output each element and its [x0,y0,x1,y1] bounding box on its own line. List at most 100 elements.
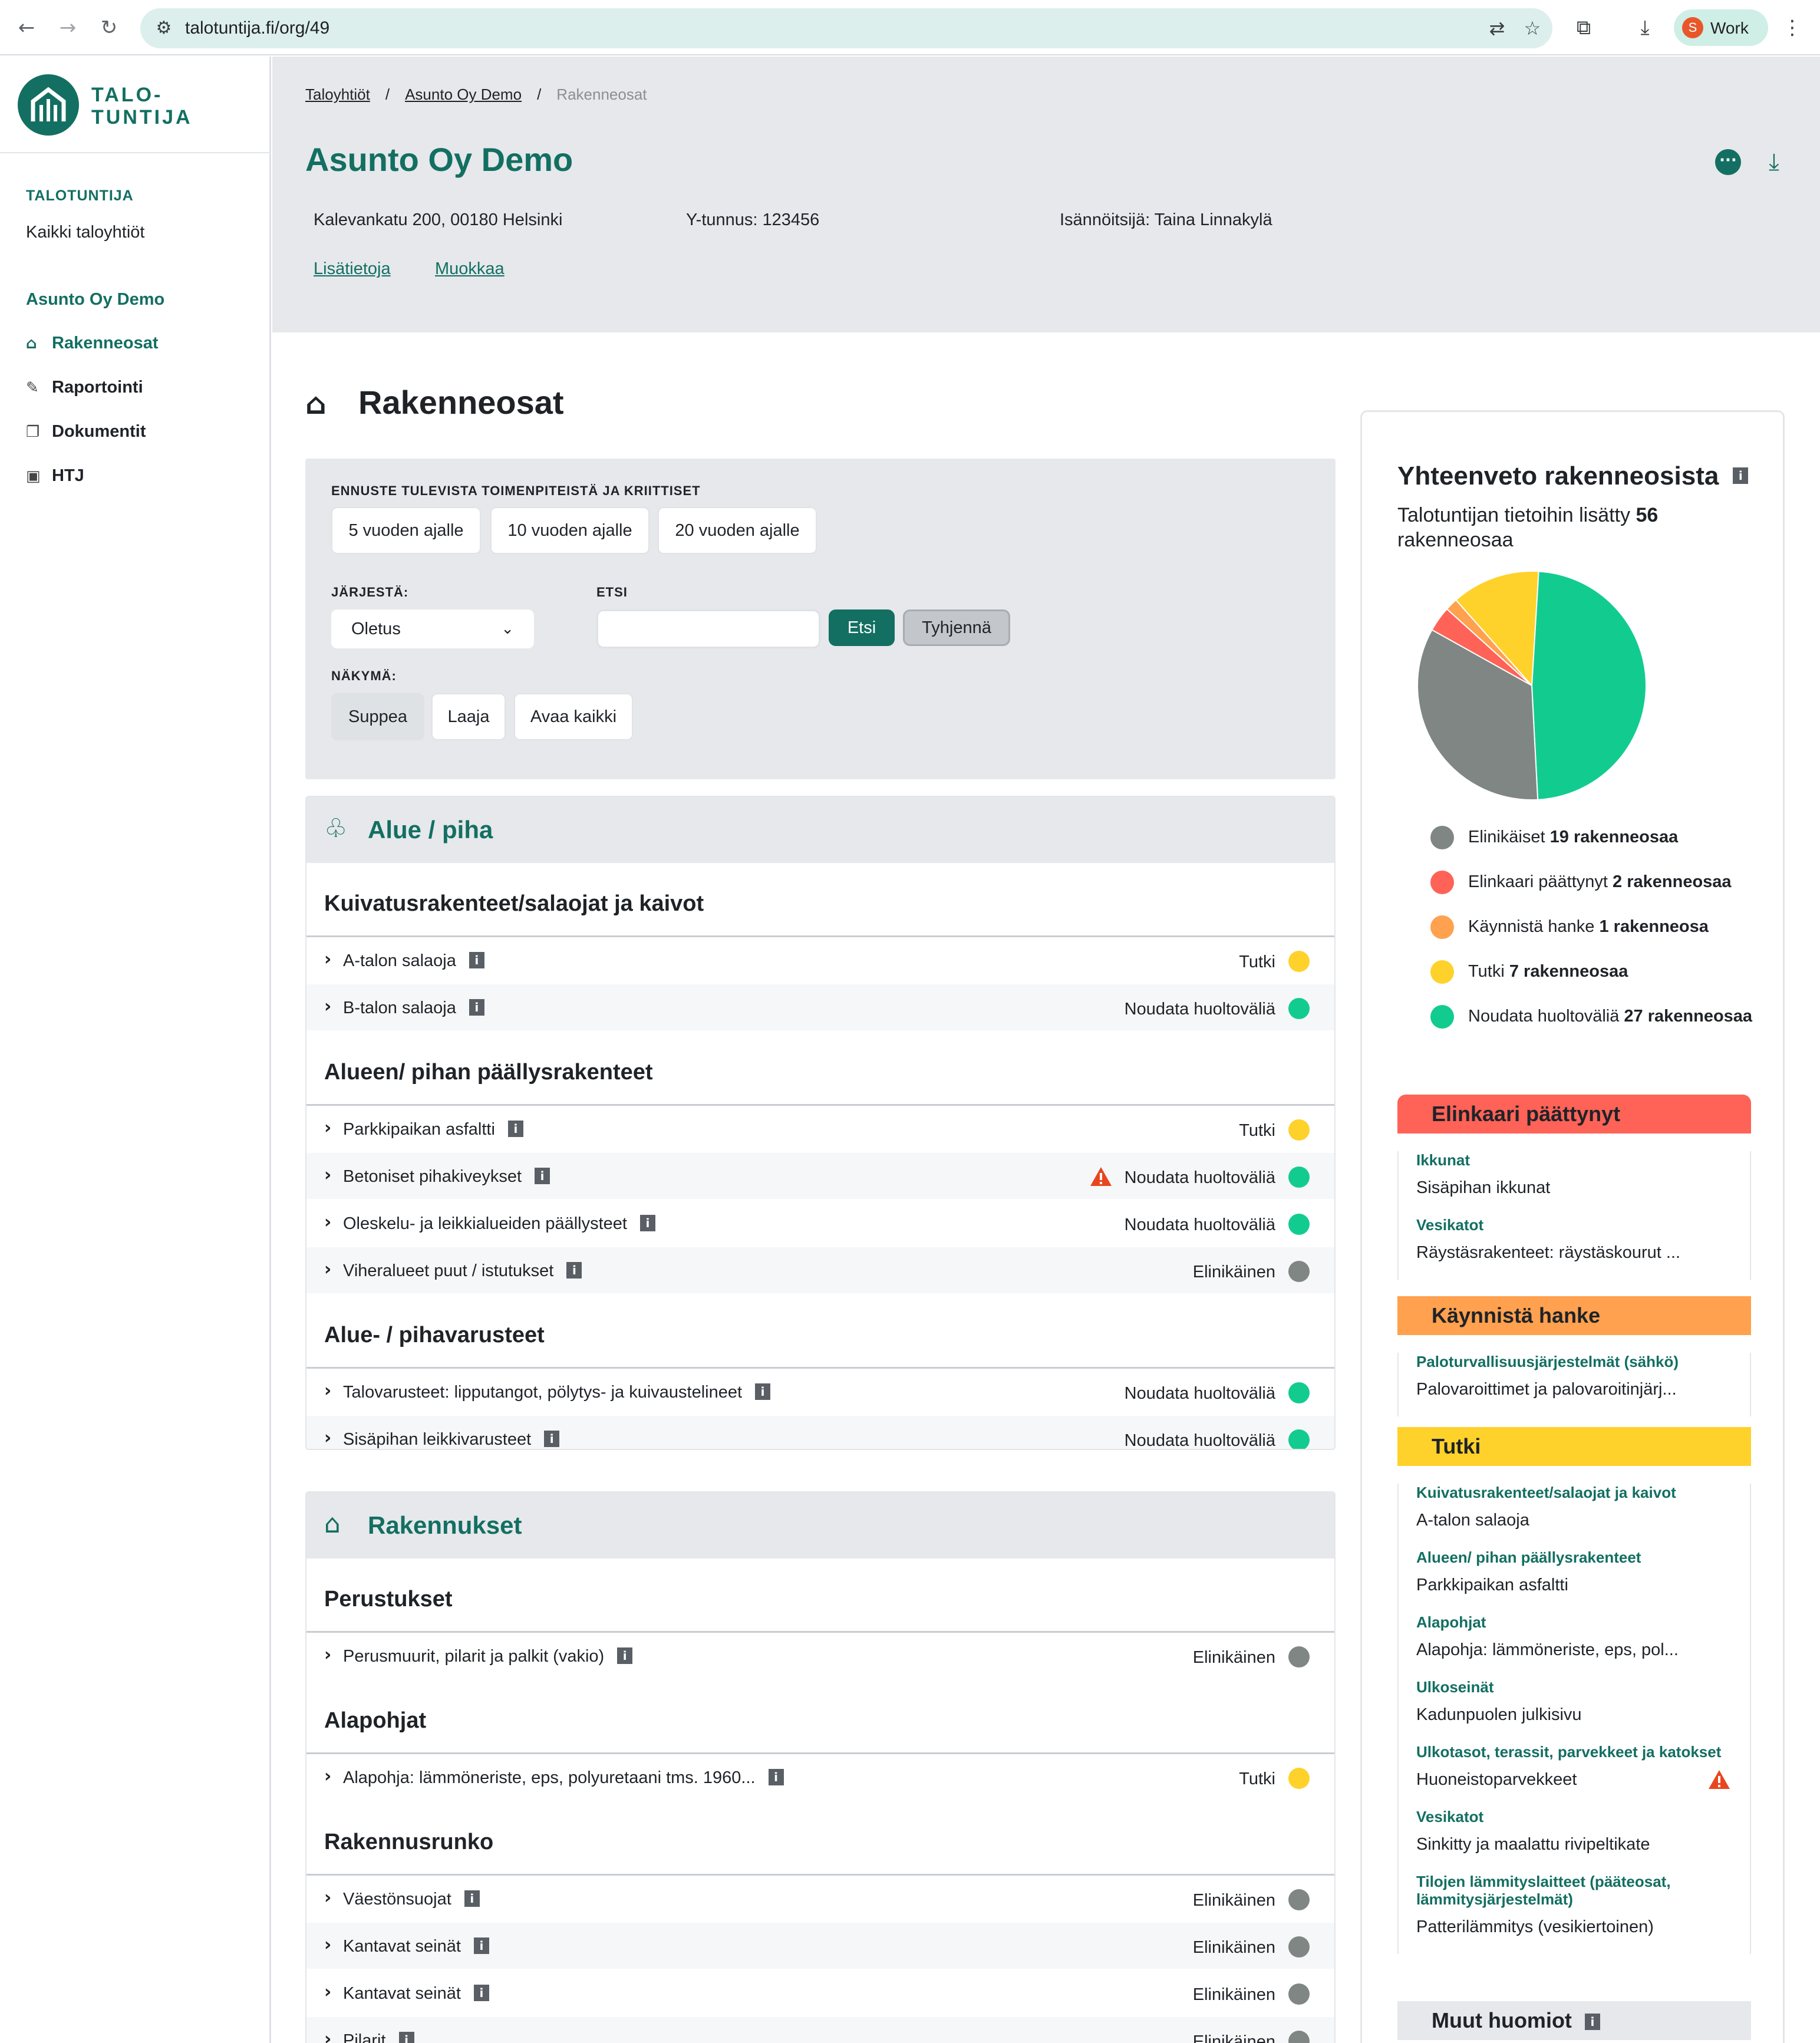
download-report-icon[interactable]: ⤓ [1769,149,1779,176]
list-item[interactable]: Sisäpihan ikkunat [1416,1178,1551,1197]
search-button[interactable]: Etsi [829,609,895,646]
list-category[interactable]: Tilojen lämmityslaitteet (pääteosat, läm… [1416,1873,1671,1908]
info-icon[interactable]: i [469,999,484,1016]
category-header[interactable]: ⌂ Rakennukset [306,1492,1334,1558]
reload-icon[interactable]: ↻ [100,16,118,39]
chevron-right-icon[interactable]: › [324,1645,332,1665]
sidebar-item-raportointi[interactable]: ✎ Raportointi [26,378,143,397]
info-icon[interactable]: i [464,1890,480,1907]
table-row[interactable]: › Kantavat seinät i Elinikäinen [306,1923,1334,1970]
breadcrumb-taloyhtiot[interactable]: Taloyhtiöt [305,85,370,103]
info-icon[interactable]: i [1733,467,1749,484]
list-item[interactable]: A-talon salaoja [1416,1511,1529,1530]
logo-text[interactable]: TALO- TUNTIJA [91,84,193,128]
info-icon[interactable]: i [566,1262,582,1278]
chevron-right-icon[interactable]: › [324,1428,332,1448]
table-row[interactable]: › Parkkipaikan asfaltti i Tutki [306,1106,1334,1153]
list-item[interactable]: Huoneistoparvekkeet [1399,1769,1750,1790]
chevron-right-icon[interactable]: › [324,1118,332,1138]
chevron-right-icon[interactable]: › [324,1212,332,1233]
list-item[interactable]: Alapohja: lämmöneriste, eps, pol... [1416,1640,1679,1659]
info-icon[interactable]: i [507,1121,523,1137]
pie-slice-4[interactable] [1531,571,1647,800]
chevron-right-icon[interactable]: › [324,2029,332,2043]
pie-slice-3[interactable] [1455,571,1539,687]
info-icon[interactable]: i [398,2032,414,2043]
url-text[interactable]: talotuntija.fi/org/49 [185,18,330,38]
search-input[interactable] [596,609,820,648]
view-suppea-button[interactable]: Suppea [331,693,424,740]
download-icon[interactable]: ⤓ [1640,16,1650,39]
info-icon[interactable]: i [617,1647,633,1664]
lisatietoja-link[interactable]: Lisätietoja [314,259,391,278]
list-category[interactable]: Ikkunat [1416,1151,1470,1169]
list-category[interactable]: Vesikatot [1416,1216,1484,1234]
table-row[interactable]: › Talovarusteet: lipputangot, pölytys- ja… [306,1369,1334,1416]
table-row[interactable]: › Sisäpihan leikkivarusteet i Noudata huolt… [306,1416,1334,1449]
site-settings-icon[interactable]: ⚙ [156,18,172,38]
talotuntija-logo-icon[interactable] [18,74,79,136]
list-item[interactable]: Patterilämmitys (vesikiertoinen) [1416,1917,1654,1936]
list-category[interactable]: Paloturvallisuusjärjestelmät (sähkö) [1416,1353,1679,1370]
view-avaa-kaikki-button[interactable]: Avaa kaikki [514,693,633,740]
chevron-right-icon[interactable]: › [324,1935,332,1955]
table-row[interactable]: › Alapohja: lämmöneriste, eps, polyuretaa… [306,1754,1334,1801]
back-icon[interactable]: ← [18,16,35,39]
chevron-right-icon[interactable]: › [324,1165,332,1185]
forward-icon[interactable]: → [59,16,77,39]
info-icon[interactable]: i [473,1985,489,2001]
sidebar-item-dokumentit[interactable]: ❐ Dokumentit [26,422,146,441]
browser-menu-icon[interactable]: ⋮ [1782,16,1802,39]
sidebar-org-link[interactable]: Asunto Oy Demo [26,290,165,309]
table-row[interactable]: › B-talon salaoja i Noudata huoltoväliä [306,984,1334,1032]
table-row[interactable]: › Väestönsuojat i Elinikäinen [306,1876,1334,1923]
sidebar-item-rakenneosat[interactable]: ⌂ Rakenneosat [26,334,159,352]
chevron-right-icon[interactable]: › [324,1259,332,1280]
chevron-right-icon[interactable]: › [324,949,332,970]
chevron-right-icon[interactable]: › [324,1887,332,1908]
list-category[interactable]: Alueen/ pihan päällysrakenteet [1416,1548,1641,1566]
sidebar-all-orgs-link[interactable]: Kaikki taloyhtiöt [26,223,145,242]
bookmark-star-icon[interactable]: ☆ [1524,17,1541,39]
list-item[interactable]: Parkkipaikan asfaltti [1416,1576,1568,1594]
list-item[interactable]: Sinkitty ja maalattu rivipeltikate [1416,1835,1650,1854]
list-category[interactable]: Ulkoseinät [1416,1678,1494,1696]
info-icon[interactable]: i [535,1168,550,1184]
list-item[interactable]: Räystäsrakenteet: räystäskourut ... [1416,1243,1681,1262]
list-item[interactable]: Palovaroittimet ja palovaroitinjärj... [1416,1380,1677,1399]
table-row[interactable]: › Pilarit i Elinikäinen [306,2017,1334,2043]
list-category[interactable]: Vesikatot [1416,1808,1484,1825]
view-laaja-button[interactable]: Laaja [431,693,506,740]
info-icon[interactable]: i [544,1431,560,1447]
info-icon[interactable]: i [473,1937,489,1954]
info-icon[interactable]: i [1584,2014,1600,2030]
table-row[interactable]: › Viheralueet puut / istutukset i Elinikäin… [306,1247,1334,1294]
table-row[interactable]: › A-talon salaoja i Tutki [306,937,1334,984]
info-icon[interactable]: i [755,1383,771,1400]
extensions-icon[interactable]: ⧉ [1576,16,1591,39]
translate-icon[interactable]: ⇄ [1489,17,1505,39]
list-category[interactable]: Alapohjat [1416,1613,1486,1631]
chevron-right-icon[interactable]: › [324,996,332,1017]
info-icon[interactable]: i [768,1769,784,1785]
address-bar[interactable]: ⚙ talotuntija.fi/org/49 ⇄ ☆ [140,8,1552,48]
table-row[interactable]: › Betoniset pihakiveykset i Noudata huolto… [306,1153,1334,1200]
more-options-icon[interactable]: ··· [1715,149,1741,175]
profile-button[interactable]: S Work [1674,9,1768,46]
sidebar-item-htj[interactable]: ▣ HTJ [26,466,84,485]
list-item[interactable]: Kadunpuolen julkisivu [1416,1705,1582,1724]
chevron-right-icon[interactable]: › [324,1982,332,2002]
forecast-5y-button[interactable]: 5 vuoden ajalle [331,507,481,554]
clear-button[interactable]: Tyhjennä [903,609,1010,646]
list-category[interactable]: Ulkotasot, terassit, parvekkeet ja katok… [1416,1743,1722,1761]
breadcrumb-org[interactable]: Asunto Oy Demo [405,85,522,103]
category-header[interactable]: ♧ Alue / piha [306,797,1334,863]
table-row[interactable]: › Perusmuurit, pilarit ja palkit (vakio) i… [306,1633,1334,1680]
info-icon[interactable]: i [469,952,484,968]
table-row[interactable]: › Oleskelu- ja leikkialueiden päällysteet… [306,1200,1334,1247]
sort-select[interactable]: Oletus ⌄ [331,609,534,648]
forecast-10y-button[interactable]: 10 vuoden ajalle [490,507,649,554]
chevron-right-icon[interactable]: › [324,1766,332,1787]
forecast-20y-button[interactable]: 20 vuoden ajalle [658,507,817,554]
chevron-right-icon[interactable]: › [324,1380,332,1401]
